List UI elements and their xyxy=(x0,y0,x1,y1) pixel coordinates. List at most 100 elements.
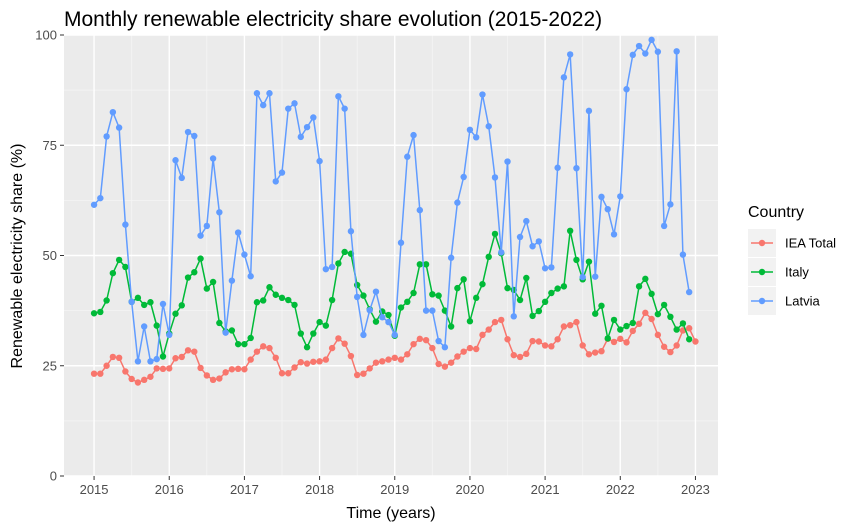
data-point xyxy=(310,330,317,337)
data-point xyxy=(585,258,593,265)
data-point xyxy=(322,356,330,363)
data-point xyxy=(90,310,98,317)
data-point xyxy=(291,301,298,309)
data-point xyxy=(642,309,649,317)
data-point xyxy=(134,379,142,386)
data-point xyxy=(322,265,330,273)
data-point xyxy=(598,348,605,355)
data-point xyxy=(516,353,524,361)
data-point xyxy=(654,48,662,55)
data-point xyxy=(422,307,430,314)
data-point xyxy=(466,318,474,325)
data-point xyxy=(379,358,386,365)
series-layer xyxy=(90,36,699,386)
data-point xyxy=(435,337,442,345)
data-point xyxy=(278,169,286,176)
data-point xyxy=(241,340,248,348)
data-point xyxy=(485,253,492,261)
x-tick-label: 2021 xyxy=(531,482,560,497)
data-point xyxy=(385,318,392,326)
data-point xyxy=(328,296,336,304)
data-point xyxy=(617,335,624,343)
data-point xyxy=(303,360,311,367)
legend-item: Italy xyxy=(748,258,809,286)
series-italy xyxy=(90,227,693,360)
data-point xyxy=(667,348,674,356)
data-point xyxy=(366,365,373,372)
data-point xyxy=(310,114,317,121)
data-point xyxy=(159,353,167,360)
data-point xyxy=(635,42,643,50)
data-point xyxy=(566,51,574,58)
data-point xyxy=(642,50,649,57)
data-point xyxy=(404,153,411,160)
data-point xyxy=(115,256,123,264)
data-point xyxy=(347,228,355,235)
legend-label: IEA Total xyxy=(785,236,836,251)
data-point xyxy=(260,101,267,109)
data-point xyxy=(523,274,530,282)
data-point xyxy=(629,327,636,335)
data-point xyxy=(429,344,436,352)
data-point xyxy=(654,310,662,318)
data-point xyxy=(660,343,668,350)
data-point xyxy=(617,326,624,333)
data-point xyxy=(504,336,511,343)
data-point xyxy=(516,233,524,241)
data-point xyxy=(579,342,586,349)
data-point xyxy=(397,356,405,363)
data-point xyxy=(441,363,449,370)
data-point xyxy=(197,232,204,239)
data-point xyxy=(466,344,474,352)
data-point xyxy=(573,256,580,264)
data-point xyxy=(372,288,380,295)
data-point xyxy=(410,340,417,348)
data-point xyxy=(253,348,261,355)
data-point xyxy=(541,265,549,272)
data-point xyxy=(667,313,674,320)
data-point xyxy=(673,342,680,349)
data-point xyxy=(353,293,361,301)
data-point xyxy=(172,355,179,362)
data-point xyxy=(642,275,649,283)
data-point xyxy=(573,318,580,326)
data-point xyxy=(297,359,304,366)
data-point xyxy=(548,264,555,271)
data-point xyxy=(566,227,574,234)
data-point xyxy=(491,318,499,326)
data-point xyxy=(535,307,543,315)
data-point xyxy=(447,254,455,261)
data-point xyxy=(159,300,167,308)
data-point xyxy=(216,375,223,382)
data-point xyxy=(360,292,367,299)
data-point xyxy=(485,123,492,130)
data-point xyxy=(504,158,511,165)
data-point xyxy=(335,260,342,267)
data-point xyxy=(209,278,217,286)
data-point xyxy=(353,281,361,289)
data-point xyxy=(372,359,380,366)
data-point xyxy=(554,336,561,343)
data-point xyxy=(197,364,204,372)
data-point xyxy=(554,164,561,171)
x-tick-label: 2015 xyxy=(80,482,109,497)
data-point xyxy=(253,299,261,306)
data-point xyxy=(673,48,680,55)
data-point xyxy=(529,243,536,250)
data-point xyxy=(303,123,311,131)
data-point xyxy=(109,353,117,361)
data-point xyxy=(140,376,148,384)
data-point xyxy=(585,351,593,358)
data-point xyxy=(297,330,304,337)
data-point xyxy=(134,294,142,302)
data-point xyxy=(328,263,336,271)
data-point xyxy=(460,348,467,355)
data-point xyxy=(266,284,273,291)
data-point xyxy=(523,217,530,225)
data-point xyxy=(147,358,154,365)
data-point xyxy=(391,331,398,339)
data-point xyxy=(491,230,499,238)
data-point xyxy=(360,331,367,339)
data-point xyxy=(153,355,160,363)
data-point xyxy=(573,164,580,172)
